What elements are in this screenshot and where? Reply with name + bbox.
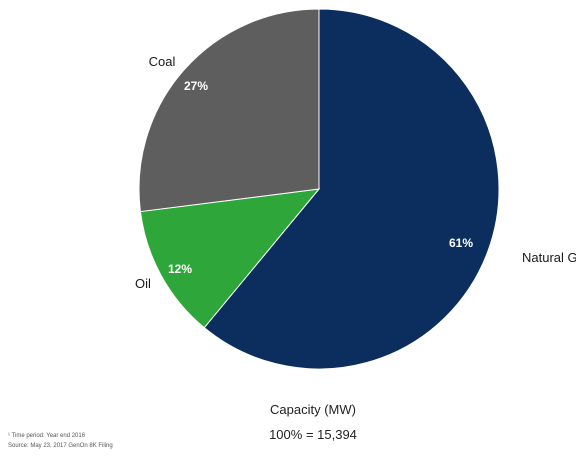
chart-caption-title: Capacity (MW) (270, 402, 356, 417)
chart-caption-total: 100% = 15,394 (269, 427, 357, 442)
slice-name-label-coal: Coal (149, 54, 176, 69)
slice-value-label-coal: 27% (184, 79, 208, 93)
pie-slice-natural-gas (203, 8, 500, 370)
slice-name-label-oil: Oil (135, 276, 151, 291)
footnote-time-period: ¹ Time period: Year end 2016 (8, 433, 86, 439)
footnote-source: Source: May 23, 2017 GenOn 8K Filing (8, 443, 113, 449)
pie-slices (138, 8, 500, 370)
slice-value-label-natural-gas: 61% (449, 236, 473, 250)
slice-name-label-natural-gas: Natural Gas (522, 250, 576, 265)
slice-value-label-oil: 12% (168, 262, 192, 276)
pie-labels: 61% Natural Gas 12% Oil 27% Coal (135, 54, 576, 291)
pie-slice-oil (139, 188, 321, 329)
pie-slice-coal (138, 8, 320, 213)
